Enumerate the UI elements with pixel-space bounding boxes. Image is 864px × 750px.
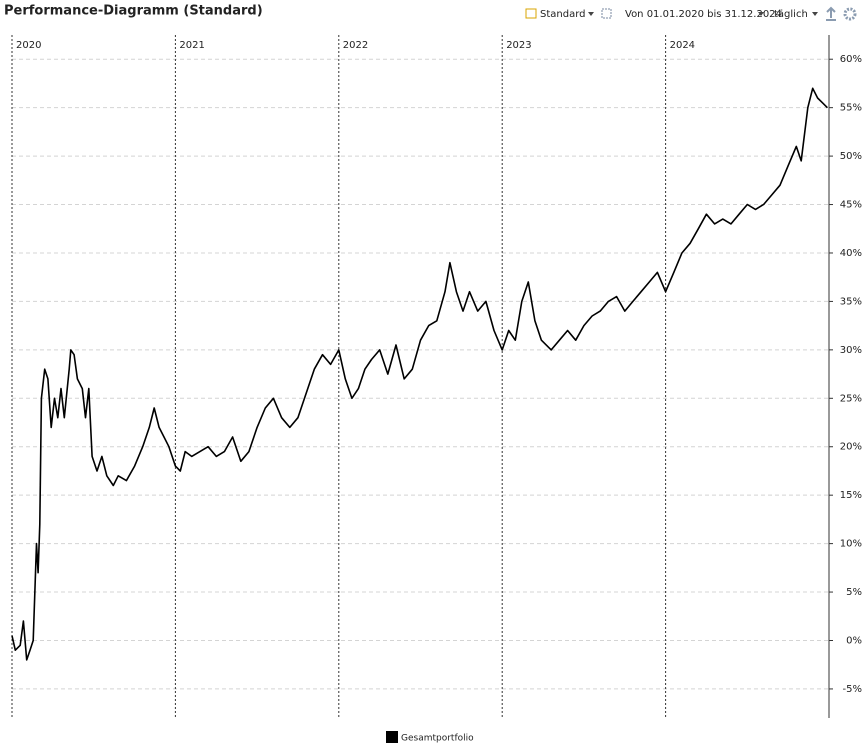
x-tick-label: 2020 — [16, 40, 41, 51]
y-tick-label: 20% — [840, 442, 862, 453]
legend-swatch — [386, 731, 398, 743]
y-tick-label: 45% — [840, 200, 862, 211]
range-icon[interactable] — [601, 8, 612, 19]
x-tick-label: 2021 — [179, 40, 204, 51]
view-select[interactable]: Standard — [540, 9, 586, 20]
range-select[interactable]: Von 01.01.2020 bis 31.12.2024 — [625, 9, 782, 20]
line-series — [11, 87, 828, 661]
x-tick-label: 2022 — [343, 40, 368, 51]
y-tick-label: 10% — [840, 539, 862, 550]
y-tick-label: -5% — [843, 684, 862, 695]
y-tick-label: 35% — [840, 296, 862, 307]
export-icon[interactable] — [826, 6, 836, 21]
calendar-icon[interactable] — [525, 8, 537, 19]
y-tick-label: 15% — [840, 490, 862, 501]
y-tick-label: 50% — [840, 151, 862, 162]
y-tick-label: 0% — [846, 635, 862, 646]
dropdown-arrow[interactable] — [812, 12, 818, 16]
interval-select[interactable]: täglich — [774, 9, 808, 20]
y-tick-label: 40% — [840, 248, 862, 259]
x-tick-label: 2024 — [670, 40, 695, 51]
legend-label: Gesamtportfolio — [401, 734, 474, 744]
y-tick-label: 30% — [840, 345, 862, 356]
y-tick-label: 25% — [840, 393, 862, 404]
y-tick-label: 55% — [840, 103, 862, 114]
y-tick-label: 60% — [840, 54, 862, 65]
dropdown-arrow[interactable] — [588, 12, 594, 16]
x-tick-label: 2023 — [506, 40, 531, 51]
settings-icon[interactable] — [843, 7, 857, 21]
y-tick-label: 5% — [846, 587, 862, 598]
dropdown-arrow[interactable] — [758, 12, 764, 16]
plot-area: -5% 0% 5% 10% 15% 20% 25% 30% 35% 40% 45% 50% 55% 60%… — [11, 35, 862, 744]
chart-title: Performance-Diagramm (Standard) — [4, 4, 263, 19]
